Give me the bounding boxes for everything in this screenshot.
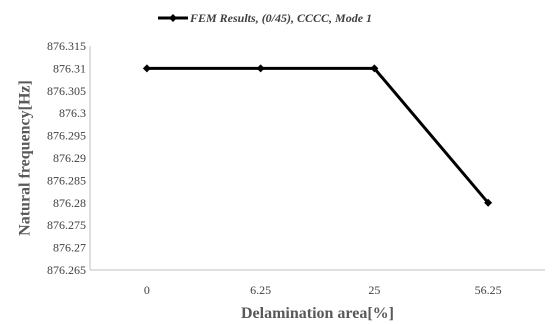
y-tick-label: 876.295 <box>47 129 86 143</box>
y-tick-label: 876.265 <box>47 263 86 277</box>
x-tick-label: 0 <box>144 283 150 297</box>
legend: FEM Results, (0/45), CCCC, Mode 1 <box>158 11 372 25</box>
y-tick-label: 876.3 <box>59 106 86 120</box>
x-axis-ticks: 0 6.25 25 56.25 <box>144 283 502 297</box>
x-tick-label: 25 <box>368 283 380 297</box>
y-tick-label: 876.31 <box>53 61 86 75</box>
data-point-marker <box>484 198 493 207</box>
y-tick-label: 876.29 <box>53 151 86 165</box>
y-axis-title: Natural frequency[Hz] <box>17 80 34 236</box>
data-point-marker <box>142 64 151 73</box>
series-group <box>142 64 493 207</box>
legend-marker-swatch <box>169 14 177 22</box>
y-tick-label: 876.28 <box>53 196 86 210</box>
x-axis-title: Delamination area[%] <box>241 305 394 322</box>
x-tick-label: 6.25 <box>250 283 271 297</box>
y-tick-label: 876.275 <box>47 218 86 232</box>
data-point-marker <box>256 64 265 73</box>
y-tick-label: 876.285 <box>47 173 86 187</box>
y-tick-label: 876.305 <box>47 84 86 98</box>
y-tick-label: 876.315 <box>47 39 86 53</box>
legend-label: FEM Results, (0/45), CCCC, Mode 1 <box>189 11 372 25</box>
data-point-marker <box>370 64 379 73</box>
y-axis-ticks: 876.265 876.27 876.275 876.28 876.285 876.29 8… <box>47 39 86 277</box>
x-tick-label: 56.25 <box>475 283 502 297</box>
series-line <box>146 66 490 204</box>
y-tick-label: 876.27 <box>53 241 86 255</box>
